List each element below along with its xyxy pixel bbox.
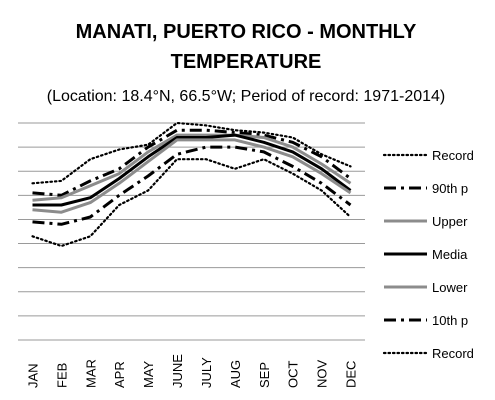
grid-lines	[18, 122, 365, 341]
x-tick-label: MAR	[83, 359, 98, 388]
series-line	[31, 158, 352, 248]
legend-label: 90th p	[432, 181, 468, 196]
legend-label: 10th p	[432, 313, 468, 328]
x-tick-label: DEC	[344, 361, 359, 388]
legend-label: Media	[432, 247, 468, 262]
series-line	[32, 145, 352, 226]
x-tick-labels: JAN FEB MAR APR MAY JUNE JULY AUG SEP OCT NOV DEC	[25, 354, 358, 388]
series-line	[32, 133, 352, 207]
chart-title-line-2: TEMPERATURE	[171, 51, 322, 73]
series-line	[32, 133, 352, 202]
x-tick-label: AUG	[228, 360, 243, 388]
x-tick-label: SEP	[257, 362, 272, 388]
series-line	[32, 138, 352, 214]
chart-title-line-1: MANATI, PUERTO RICO - MONTHLY	[76, 21, 417, 43]
series-line	[32, 128, 352, 197]
series-line	[31, 121, 352, 185]
x-tick-label: OCT	[286, 361, 301, 389]
legend-label: Record	[432, 346, 474, 361]
legend: Record 90th p Upper Media Lower 10th p Record	[382, 148, 474, 361]
series-layer	[31, 121, 352, 248]
legend-label: Upper	[432, 214, 468, 229]
x-tick-label: FEB	[54, 363, 69, 388]
x-tick-label: MAY	[141, 360, 156, 388]
legend-label: Record	[432, 148, 474, 163]
chart-subtitle: (Location: 18.4°N, 66.5°W; Period of rec…	[47, 88, 446, 105]
x-tick-label: JAN	[25, 363, 40, 388]
x-tick-label: JULY	[199, 357, 214, 388]
legend-label: Lower	[432, 280, 468, 295]
x-tick-label: JUNE	[170, 354, 185, 388]
x-tick-label: APR	[112, 361, 127, 388]
x-tick-label: NOV	[315, 360, 330, 389]
